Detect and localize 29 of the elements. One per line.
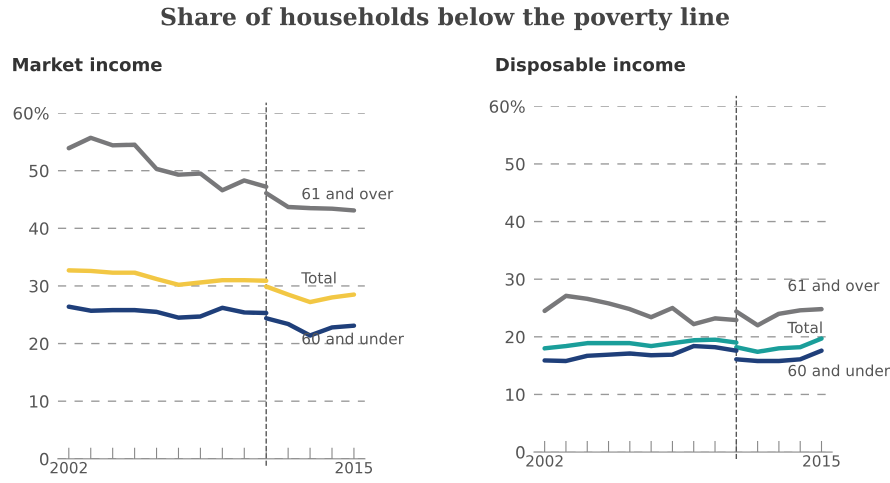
x-tick-label: 2015 bbox=[336, 462, 372, 474]
y-tick-label: 0 bbox=[516, 446, 525, 459]
x-tick-label: 2002 bbox=[50, 462, 87, 474]
y-tick-label: 60% bbox=[490, 100, 525, 113]
series-label: 60 and under bbox=[302, 332, 404, 344]
chart-subtitle: Disposable income bbox=[496, 57, 686, 75]
chart-subtitle: Market income bbox=[13, 57, 162, 72]
y-tick-label: 40 bbox=[505, 216, 525, 228]
y-tick-label: 20 bbox=[30, 338, 48, 350]
line-series bbox=[542, 294, 739, 326]
x-tick-label: 2002 bbox=[526, 455, 563, 467]
y-tick-label: 30 bbox=[506, 273, 525, 286]
y-tick-label: 50 bbox=[30, 164, 48, 178]
y-tick-label: 50 bbox=[506, 158, 525, 170]
series-label: 60 and under bbox=[788, 364, 890, 376]
series-label: 61 and over bbox=[788, 279, 880, 292]
y-tick-label: 10 bbox=[30, 395, 48, 408]
y-tick-label: 40 bbox=[29, 222, 48, 235]
text: Share of households below the poverty line bbox=[161, 7, 730, 30]
series-label: 61 and over bbox=[302, 188, 394, 200]
y-tick-label: 10 bbox=[506, 388, 525, 402]
x-tick-label: 2015 bbox=[803, 455, 840, 467]
y-tick-label: 60% bbox=[14, 106, 49, 120]
y-tick-label: 20 bbox=[506, 330, 525, 344]
series-label: Total bbox=[787, 321, 822, 334]
line-series bbox=[542, 344, 739, 364]
y-tick-label: 30 bbox=[30, 280, 48, 293]
series-label: Total bbox=[301, 272, 336, 284]
y-tick-label: 0 bbox=[40, 452, 48, 466]
